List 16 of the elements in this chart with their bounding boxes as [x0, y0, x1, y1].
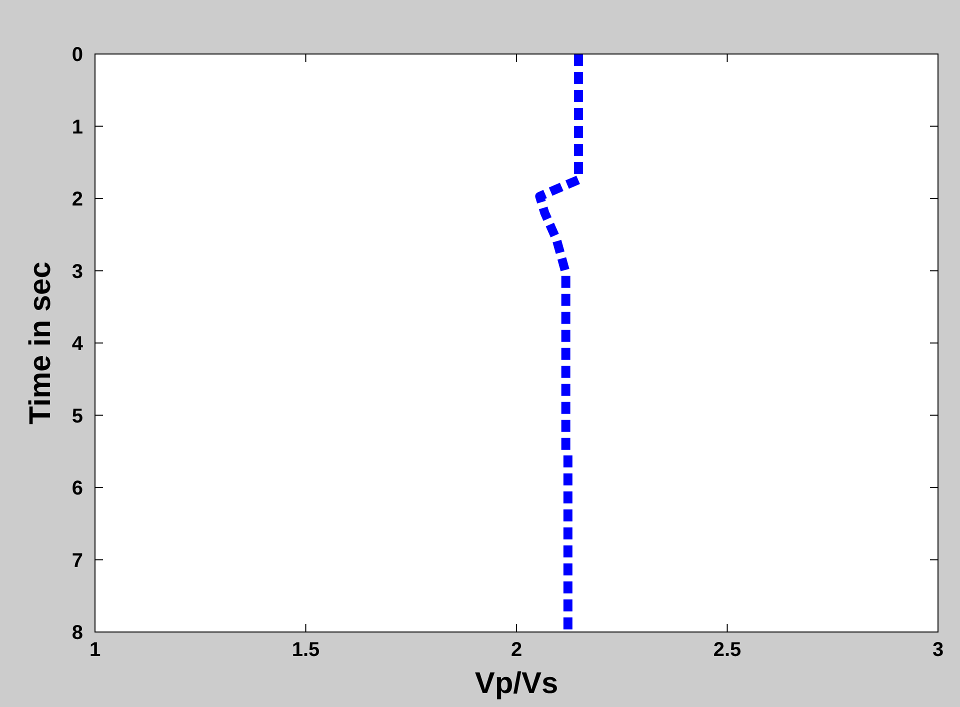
x-axis-title: Vp/Vs	[474, 667, 558, 700]
y-tick-label: 5	[72, 405, 83, 428]
x-tick-label: 2	[510, 639, 522, 661]
x-tick-label: 3	[932, 639, 944, 661]
y-tick-label: 3	[72, 260, 83, 283]
y-tick-label: 2	[72, 188, 83, 210]
y-tick-label: 6	[72, 478, 83, 500]
y-tick-label: 0	[72, 44, 83, 66]
y-tick-label: 1	[72, 116, 83, 138]
x-tick-label: 1.5	[292, 639, 320, 661]
y-tick-label: 4	[72, 333, 84, 355]
y-tick-label: 8	[72, 622, 83, 644]
x-tick-label: 2.5	[713, 639, 742, 661]
x-tick-label: 1	[89, 639, 101, 661]
y-tick-label: 7	[72, 550, 83, 572]
y-axis-title: Time in sec	[24, 262, 57, 424]
